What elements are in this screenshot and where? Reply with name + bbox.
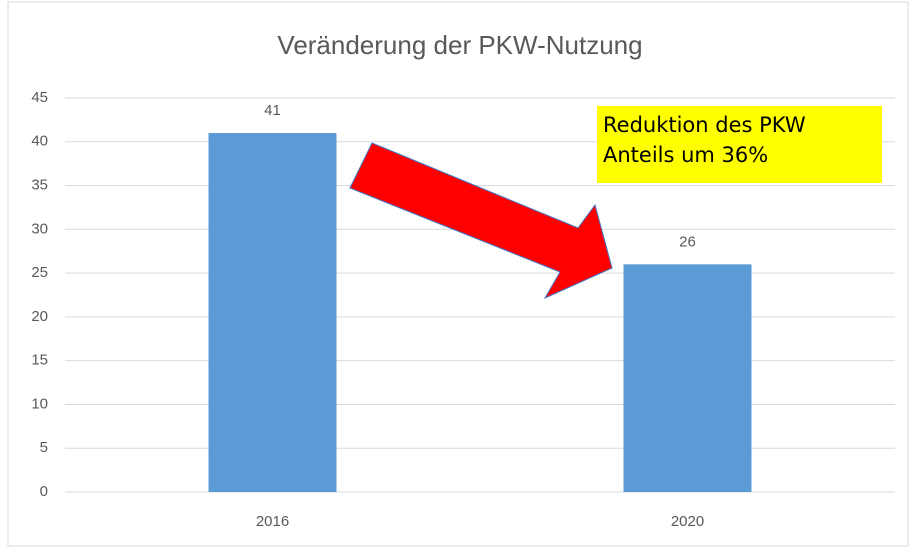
chart-title: Veränderung der PKW-Nutzung: [277, 30, 642, 60]
y-tick-label: 5: [40, 439, 48, 456]
y-tick-label: 25: [31, 264, 48, 281]
bar: [208, 133, 337, 492]
annotation: Reduktion des PKW Anteils um 36%: [597, 106, 882, 183]
y-tick-label: 15: [31, 352, 48, 369]
x-tick-label: 2020: [671, 513, 704, 530]
data-label: 26: [679, 233, 696, 250]
chart-frame: [7, 1, 909, 547]
y-tick-label: 45: [31, 89, 48, 106]
y-tick-label: 20: [31, 308, 48, 325]
y-tick-label: 35: [31, 177, 48, 194]
data-label: 41: [264, 102, 281, 119]
bar: [623, 264, 752, 492]
y-tick-label: 10: [31, 395, 48, 412]
y-tick-label: 0: [40, 483, 48, 500]
arrow: [349, 142, 613, 300]
y-tick-label: 30: [31, 220, 48, 237]
y-tick-label: 40: [31, 133, 48, 150]
x-tick-label: 2016: [256, 513, 289, 530]
